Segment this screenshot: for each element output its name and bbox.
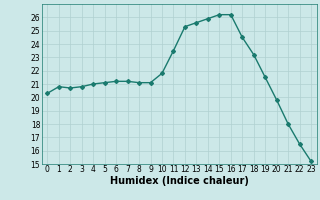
X-axis label: Humidex (Indice chaleur): Humidex (Indice chaleur) bbox=[110, 176, 249, 186]
